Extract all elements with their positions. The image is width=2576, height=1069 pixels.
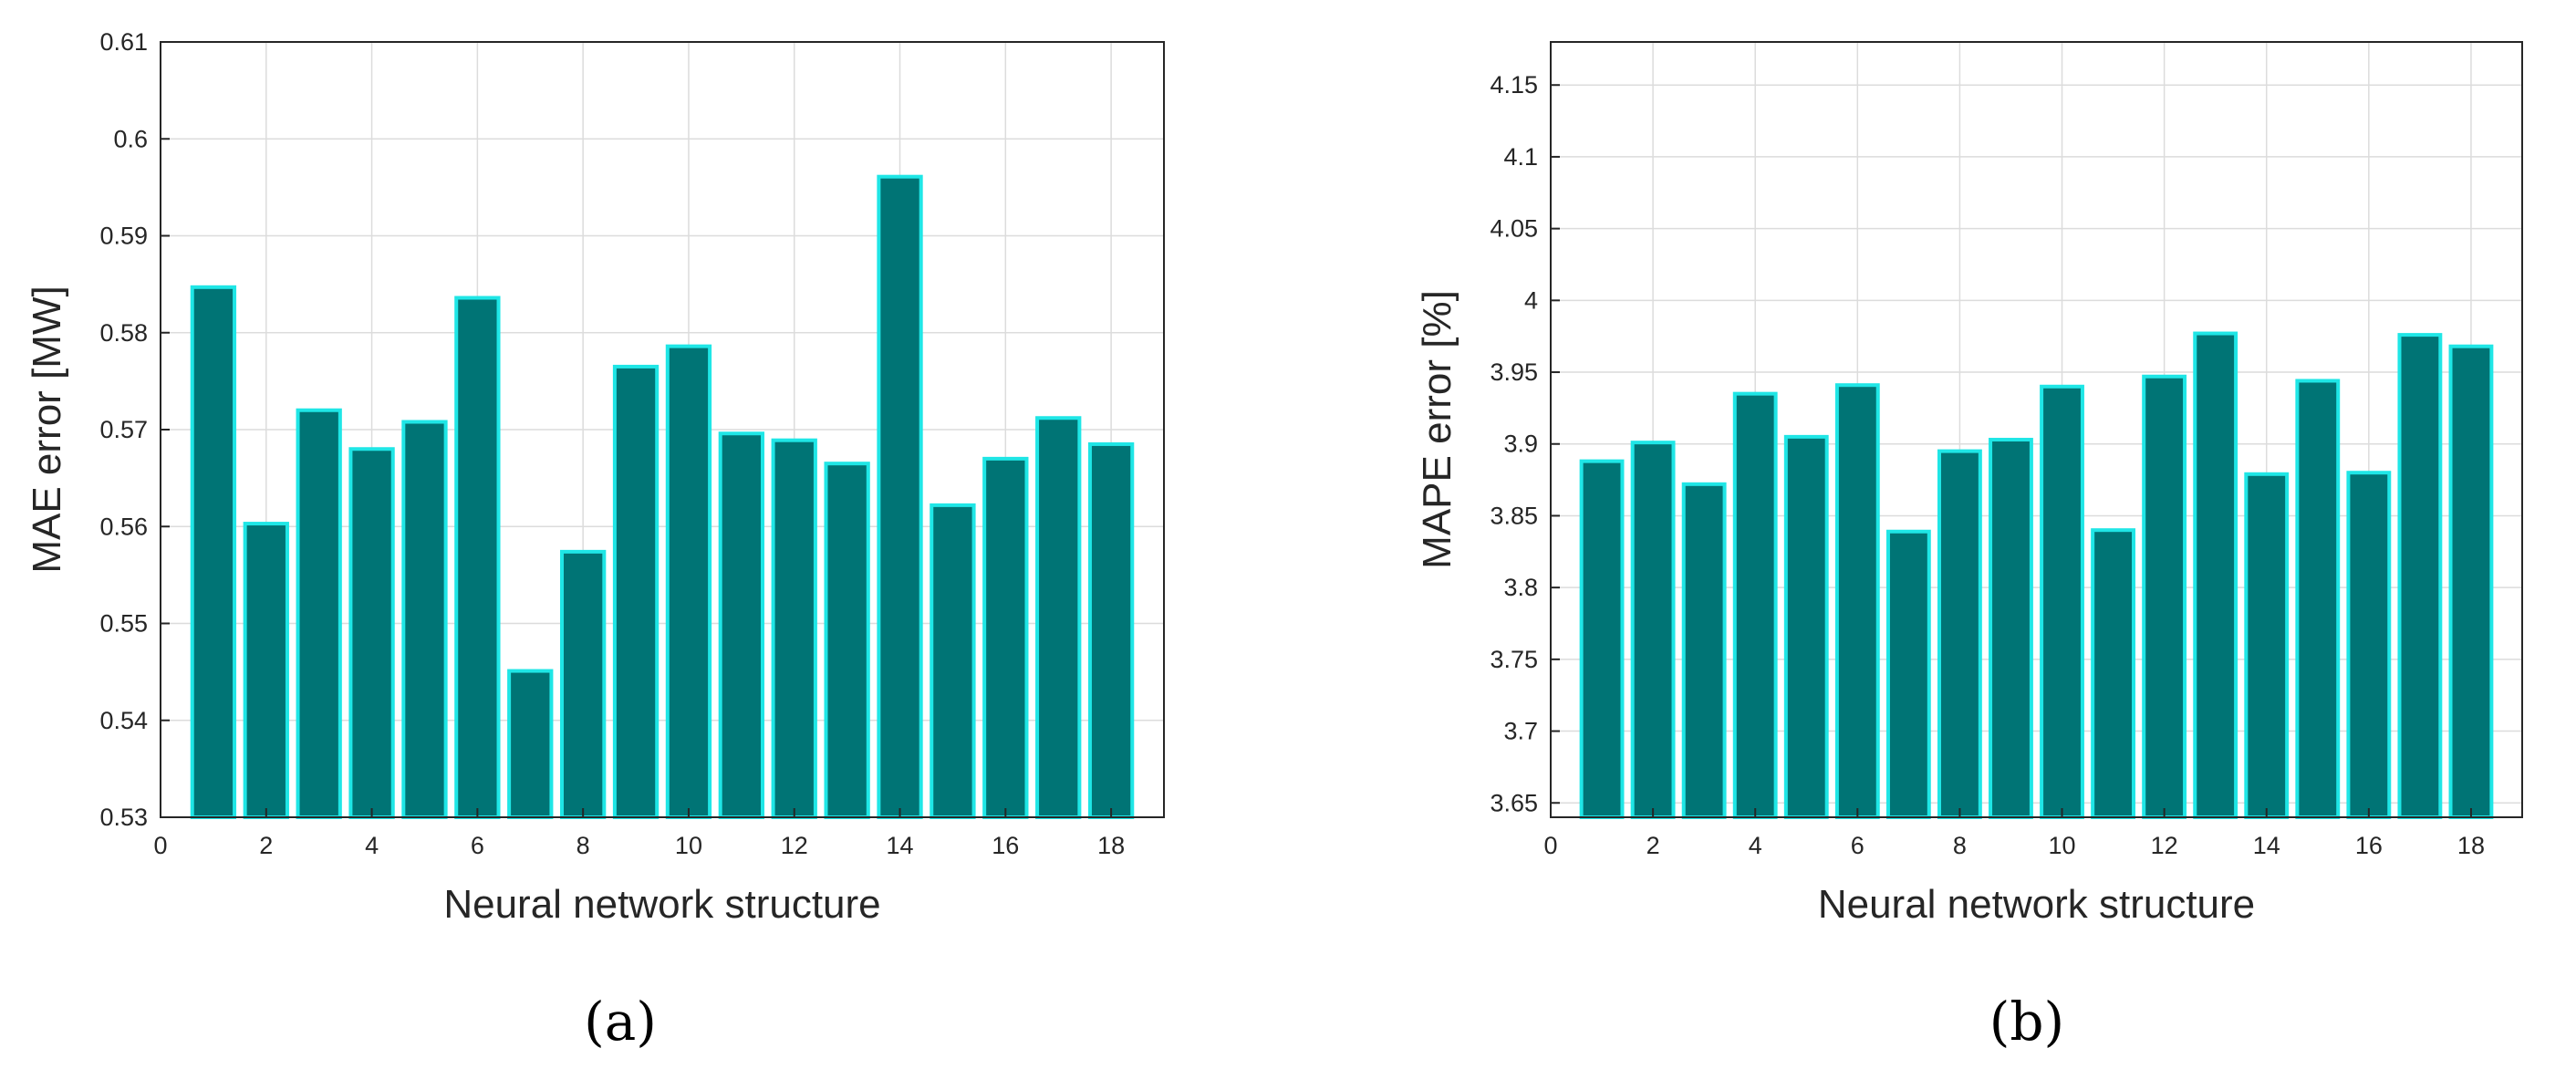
x-tick-label: 12	[781, 832, 808, 859]
bar	[824, 462, 870, 819]
y-tick-label: 3.95	[1490, 358, 1538, 386]
bar	[2448, 344, 2494, 820]
bar	[930, 503, 976, 819]
bar	[2040, 384, 2084, 819]
bar	[190, 285, 237, 819]
bar	[2142, 374, 2187, 819]
y-tick-label: 4.1	[1503, 143, 1538, 171]
x-tick-label: 2	[259, 832, 273, 859]
bar	[2346, 471, 2392, 819]
x-tick-label: 4	[365, 832, 379, 859]
x-tick-label: 16	[992, 832, 1019, 859]
y-tick-label: 0.61	[99, 28, 148, 56]
y-tick-label: 3.7	[1503, 718, 1538, 745]
bar	[612, 364, 660, 819]
bar	[296, 408, 342, 819]
x-tick-label: 18	[1097, 832, 1125, 859]
y-tick-label: 3.9	[1503, 431, 1538, 458]
x-tick-label: 6	[471, 832, 484, 859]
bar	[348, 447, 395, 819]
x-tick-label: 8	[576, 832, 590, 859]
x-tick-label: 2	[1646, 832, 1660, 859]
bars	[1579, 331, 2494, 820]
bar	[1732, 391, 1778, 819]
bar	[2295, 379, 2341, 819]
bar	[1630, 441, 1676, 819]
bar	[243, 522, 289, 819]
y-tick-label: 0.56	[99, 513, 148, 540]
y-tick-label: 0.54	[99, 707, 148, 734]
x-tick-label: 18	[2457, 832, 2485, 859]
y-tick-label: 4.05	[1490, 215, 1538, 243]
bar	[982, 456, 1029, 819]
bar	[2193, 331, 2238, 819]
bar	[2244, 472, 2290, 820]
bar	[1937, 449, 1982, 819]
bar	[507, 669, 554, 819]
x-tick-label: 10	[675, 832, 702, 859]
y-tick-label: 0.53	[99, 804, 148, 831]
bar	[877, 174, 923, 819]
bar	[2091, 528, 2136, 819]
x-tick-label: 4	[1749, 832, 1762, 859]
panel-caption-b: (b)	[1989, 991, 2064, 1053]
y-tick-label: 3.65	[1490, 789, 1538, 816]
bar	[1989, 438, 2033, 819]
y-tick-label: 3.8	[1503, 574, 1538, 601]
x-tick-label: 0	[153, 832, 167, 859]
x-axis-label: Neural network structure	[1818, 882, 2255, 927]
y-tick-label: 0.59	[99, 223, 148, 250]
x-tick-label: 16	[2355, 832, 2383, 859]
bar	[1783, 434, 1829, 819]
x-tick-label: 8	[1953, 832, 1967, 859]
x-tick-labels: 0 2 4 6 8 10 12 14 16 18	[1543, 808, 2485, 859]
plot-frame	[1550, 41, 2523, 818]
y-tick-label: 3.85	[1490, 502, 1538, 529]
chart-panel-b: 3.65 3.7 3.75 3.8 3.85 3.9 3.95 4 4.05 4.1 4.15 0 2…	[1415, 41, 2523, 1053]
x-tick-label: 14	[2253, 832, 2280, 859]
bar	[560, 549, 607, 819]
x-tick-label: 0	[1543, 832, 1557, 859]
bar	[401, 420, 448, 819]
x-tick-label: 6	[1851, 832, 1864, 859]
chart-panel-a: 0.53 0.54 0.55 0.56 0.57 0.58 0.59 0.6 0.61 0 2 4 6…	[25, 28, 1165, 1053]
x-tick-label: 10	[2049, 832, 2076, 859]
bar	[1087, 441, 1135, 819]
y-axis-label: MAPE error [%]	[1415, 290, 1459, 569]
bar	[2397, 333, 2443, 820]
bar	[1035, 416, 1082, 819]
bar	[1579, 459, 1625, 819]
panel-caption-a: (a)	[584, 991, 657, 1053]
bar	[1885, 529, 1931, 820]
bar	[771, 438, 817, 819]
bar	[718, 431, 764, 819]
bar	[1681, 482, 1727, 819]
y-tick-labels: 0.53 0.54 0.55 0.56 0.57 0.58 0.59 0.6 0.61	[99, 28, 170, 831]
bar	[1834, 383, 1880, 819]
y-tick-label: 0.6	[113, 125, 148, 152]
y-tick-label: 4.15	[1490, 71, 1538, 99]
x-tick-label: 14	[887, 832, 914, 859]
y-tick-label: 0.55	[99, 610, 148, 638]
x-axis-label: Neural network structure	[443, 882, 880, 927]
y-tick-labels: 3.65 3.7 3.75 3.8 3.85 3.9 3.95 4 4.05 4.1 4.15	[1490, 71, 1560, 816]
y-tick-label: 4	[1524, 286, 1538, 314]
bars	[190, 174, 1135, 819]
y-tick-label: 0.58	[99, 319, 148, 347]
y-tick-label: 0.57	[99, 416, 148, 443]
bar	[454, 296, 501, 819]
bar	[665, 344, 712, 819]
x-tick-labels: 0 2 4 6 8 10 12 14 16 18	[153, 808, 1125, 859]
y-axis-label: MAE error [MW]	[25, 285, 69, 573]
x-tick-label: 12	[2151, 832, 2178, 859]
y-tick-label: 3.75	[1490, 646, 1538, 673]
